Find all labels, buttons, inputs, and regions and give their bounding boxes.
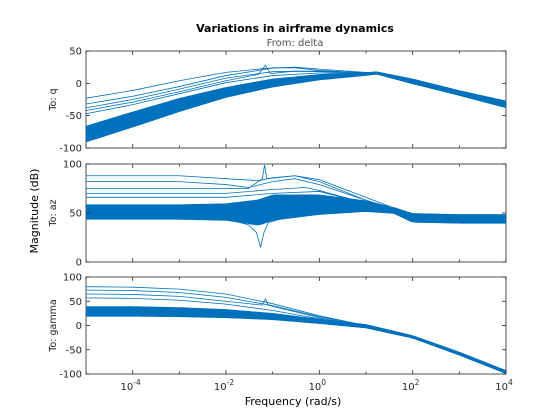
chart-title: Variations in airframe dynamics: [196, 22, 394, 35]
panel-gamma-axes: [85, 276, 507, 375]
panel-az-label: To: az: [48, 199, 59, 227]
response-curve: [86, 306, 506, 372]
response-curve: [225, 218, 281, 248]
panel-az: 0 50 100 To: az: [48, 160, 507, 269]
x-axis-label: Frequency (rad/s): [245, 395, 342, 408]
response-curve: [86, 66, 377, 99]
y-tick-label: 0: [76, 321, 82, 332]
response-curve: [86, 72, 377, 115]
panel-q-axes: [85, 50, 507, 149]
panel-q-label: To: q: [48, 88, 59, 111]
x-tick-label: 100: [309, 378, 327, 393]
x-tick-label: 102: [402, 378, 420, 393]
response-curve: [86, 194, 506, 216]
response-curve: [86, 70, 377, 109]
x-tick-label: 104: [495, 378, 513, 393]
response-curve: [86, 289, 367, 326]
panel-q: -100 -50 0 50 To: q: [48, 47, 507, 155]
x-tick-label: 10-4: [121, 378, 141, 393]
panel-gamma-responses: [86, 286, 506, 374]
panel-q-responses: [86, 64, 506, 143]
y-tick-label: -50: [66, 345, 82, 356]
response-curve: [86, 187, 367, 204]
panel-gamma-label: To: gamma: [48, 299, 59, 352]
y-axis-label: Magnitude (dB): [28, 169, 41, 254]
y-tick-label: 0: [76, 258, 82, 269]
y-tick-label: -100: [59, 144, 82, 155]
y-tick-label: 100: [63, 273, 82, 284]
y-tick-label: 50: [69, 47, 82, 58]
y-tick-label: 100: [63, 160, 82, 171]
x-tick-label: 10-2: [214, 378, 234, 393]
chart-subtitle: From: delta: [267, 38, 324, 49]
y-tick-label: -100: [59, 370, 82, 381]
response-curve: [86, 164, 367, 201]
response-curve: [86, 71, 506, 128]
response-curve: [86, 191, 367, 204]
panel-gamma: -100 -50 0 50 100 To: gamma: [48, 273, 507, 381]
response-curve: [86, 178, 395, 210]
y-tick-label: 0: [76, 79, 82, 90]
panel-az-responses: [86, 164, 506, 248]
response-curve: [86, 293, 367, 327]
y-tick-label: 50: [69, 209, 82, 220]
response-curve: [86, 297, 367, 327]
y-tick-label: 50: [69, 297, 82, 308]
panels: -100 -50 0 50 To: q 0 50 100 To: az -100 -50 0 50 100…: [48, 47, 513, 394]
y-tick-label: -50: [66, 111, 82, 122]
